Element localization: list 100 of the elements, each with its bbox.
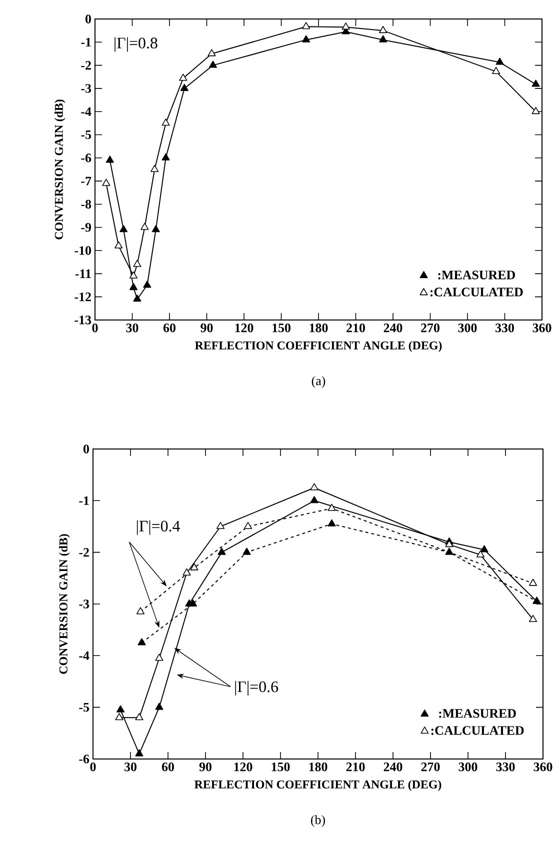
y-tick-label: 0 (84, 444, 89, 454)
y-axis-title: CONVERSION GAIN (dB) (54, 100, 66, 240)
y-tick-label: 0 (86, 14, 91, 24)
x-tick-label: 330 (496, 762, 515, 772)
text: (b) (311, 815, 325, 827)
point (136, 607, 145, 614)
y-tick-label: -9 (81, 223, 92, 232)
y-tick-label: -1 (81, 38, 91, 46)
y-tick-label: -3 (79, 600, 90, 608)
point (310, 496, 318, 504)
y-tick-label: -2 (79, 548, 89, 557)
x-tick-label: 60 (163, 324, 176, 332)
x-tick-label: 150 (272, 324, 290, 332)
x-tick-label: 240 (384, 762, 402, 772)
y-tick-label: -2 (81, 61, 91, 70)
point (208, 49, 216, 56)
point (302, 35, 310, 42)
point (328, 504, 336, 511)
y-tick-label: -4 (79, 651, 90, 660)
point (152, 225, 160, 232)
point (342, 22, 350, 30)
x-tick-label: 360 (534, 762, 552, 772)
annotation: |Γ|=0.6 (235, 680, 278, 696)
point (328, 519, 336, 526)
annotation: |Γ|=0.4 (136, 520, 180, 535)
y-tick-label: -3 (81, 84, 92, 93)
point (115, 713, 124, 720)
x-tick-label: 30 (124, 762, 136, 772)
legend-label: :CALCULATED (431, 726, 524, 735)
point (218, 548, 226, 555)
text: (a) (312, 376, 326, 388)
point (528, 614, 538, 622)
x-tick-label: 300 (458, 762, 478, 772)
point (208, 60, 217, 68)
point (162, 153, 170, 160)
point (135, 713, 144, 720)
y-tick-label: -13 (74, 316, 92, 324)
point (182, 568, 191, 576)
y-tick-label: -8 (81, 200, 92, 209)
point (106, 156, 114, 163)
y-tick-label: -11 (75, 269, 91, 278)
point (114, 241, 123, 248)
x-tick-label: 210 (346, 324, 365, 332)
point (116, 705, 125, 712)
point (129, 282, 138, 290)
point (379, 26, 388, 34)
legend-label: :MEASURED (438, 270, 515, 280)
x-tick-label: 270 (421, 324, 440, 332)
point (179, 74, 188, 81)
legend-label: :MEASURED (439, 709, 516, 718)
y-tick-label: -12 (74, 292, 91, 302)
point (133, 260, 142, 267)
y-axis-title: CONVERSION GAIN (dB) (59, 534, 70, 674)
y-tick-label: -5 (79, 703, 90, 712)
x-tick-label: 180 (310, 324, 328, 332)
annotation: |Γ|=0.8 (114, 37, 158, 52)
point (150, 164, 159, 172)
y-tick-label: -6 (81, 154, 92, 162)
point (310, 483, 318, 490)
x-tick-label: 180 (309, 762, 328, 772)
x-tick-label: 0 (92, 324, 98, 332)
x-tick-label: 330 (496, 324, 514, 332)
x-tick-label: 90 (200, 324, 213, 332)
y-tick-label: -5 (81, 130, 92, 140)
point (532, 80, 540, 87)
y-tick-label: -10 (74, 246, 91, 255)
x-axis-title: REFLECTION COEFFICIENT ANGLE (DEG) (194, 780, 442, 791)
point (155, 702, 164, 710)
point (162, 118, 170, 126)
point (129, 271, 138, 278)
x-tick-label: 300 (458, 324, 477, 332)
x-tick-label: 270 (421, 762, 440, 772)
point (242, 548, 251, 555)
x-tick-label: 60 (162, 762, 174, 772)
x-tick-label: 120 (235, 324, 254, 332)
y-tick-label: -7 (81, 176, 92, 186)
y-tick-label: -4 (81, 107, 92, 116)
point (155, 654, 164, 661)
x-tick-label: 360 (532, 324, 552, 332)
point (180, 84, 188, 91)
point (120, 225, 128, 232)
point (190, 563, 198, 570)
point (492, 66, 500, 74)
point (135, 749, 144, 756)
point (133, 294, 142, 302)
point (496, 58, 504, 65)
x-tick-label: 30 (126, 324, 138, 332)
point (445, 548, 454, 555)
x-tick-label: 120 (234, 762, 252, 772)
x-tick-label: 240 (384, 324, 402, 332)
point (216, 522, 225, 529)
x-tick-label: 90 (199, 762, 212, 772)
x-tick-label: 150 (272, 762, 290, 772)
point (532, 107, 540, 114)
point (379, 35, 388, 42)
point (143, 280, 152, 288)
point (476, 550, 485, 558)
point (302, 22, 310, 30)
x-axis-title: REFLECTION COEFFICIENT ANGLE (DEG) (194, 341, 442, 352)
y-tick-label: -6 (79, 754, 90, 764)
